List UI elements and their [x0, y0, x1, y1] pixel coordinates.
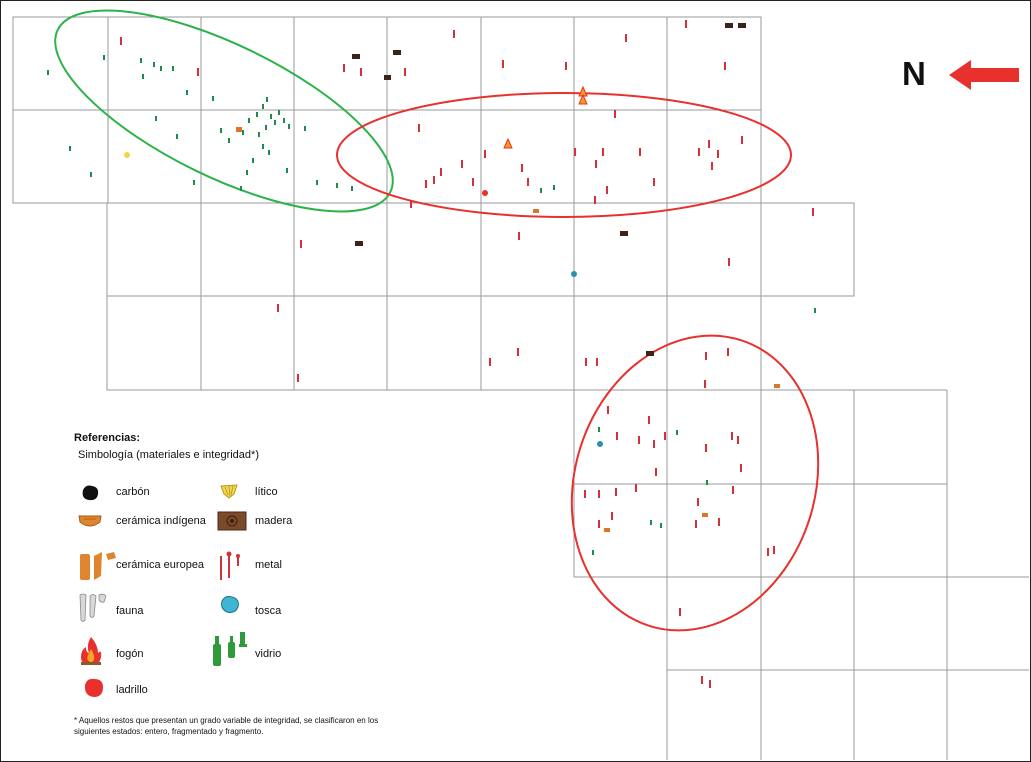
- legend-label-ceramica-indigena: cerámica indígena: [116, 515, 206, 527]
- legend-label-tosca: tosca: [255, 605, 282, 617]
- wood-icon: [217, 511, 247, 531]
- lithic-icon: [220, 484, 238, 499]
- legend-label-ceramica-europea: cerámica europea: [116, 559, 205, 571]
- hearth-fire-icon: [81, 637, 102, 665]
- north-indicator: N: [902, 52, 1022, 96]
- legend-label-fogon: fogón: [116, 648, 144, 660]
- green-concentration-ellipse: [54, 9, 394, 213]
- hearth-finds: [503, 85, 588, 149]
- legend-label-litico: lítico: [255, 486, 278, 498]
- north-letter: N: [902, 55, 926, 92]
- red-concentration-ellipse-lower: [570, 334, 820, 632]
- legend-subtitle: Simbología (materiales e integridad*): [78, 449, 259, 461]
- metal-nail-icon: [220, 551, 240, 580]
- legend-label-madera: madera: [255, 515, 293, 527]
- legend-label-vidrio: vidrio: [255, 648, 282, 660]
- legend: Referencias: Simbología (materiales e in…: [74, 432, 414, 747]
- brick-icon: [84, 678, 103, 697]
- misc-finds: [124, 127, 780, 532]
- glass-bottle-icon: [213, 632, 247, 666]
- legend-footnote: * Aquellos restos que presentan un grado…: [74, 716, 379, 736]
- legend-title: Referencias:: [74, 432, 141, 444]
- legend-label-metal: metal: [255, 559, 282, 571]
- glass-finds: [47, 55, 816, 555]
- indigenous-ceramic-icon: [78, 515, 102, 527]
- arrow-left-icon: [949, 60, 1019, 90]
- red-concentration-ellipse-upper: [336, 92, 792, 218]
- wood-finds: [352, 23, 746, 356]
- legend-label-fauna: fauna: [116, 605, 144, 617]
- european-ceramic-icon: [80, 552, 116, 580]
- excavation-grid: [12, 16, 1029, 760]
- charcoal-icon: [82, 485, 99, 501]
- bone-icon: [79, 593, 107, 622]
- tosca-icon: [221, 596, 239, 613]
- metal-finds: [120, 20, 814, 688]
- legend-label-carbon: carbón: [116, 486, 150, 498]
- legend-label-ladrillo: ladrillo: [116, 684, 148, 696]
